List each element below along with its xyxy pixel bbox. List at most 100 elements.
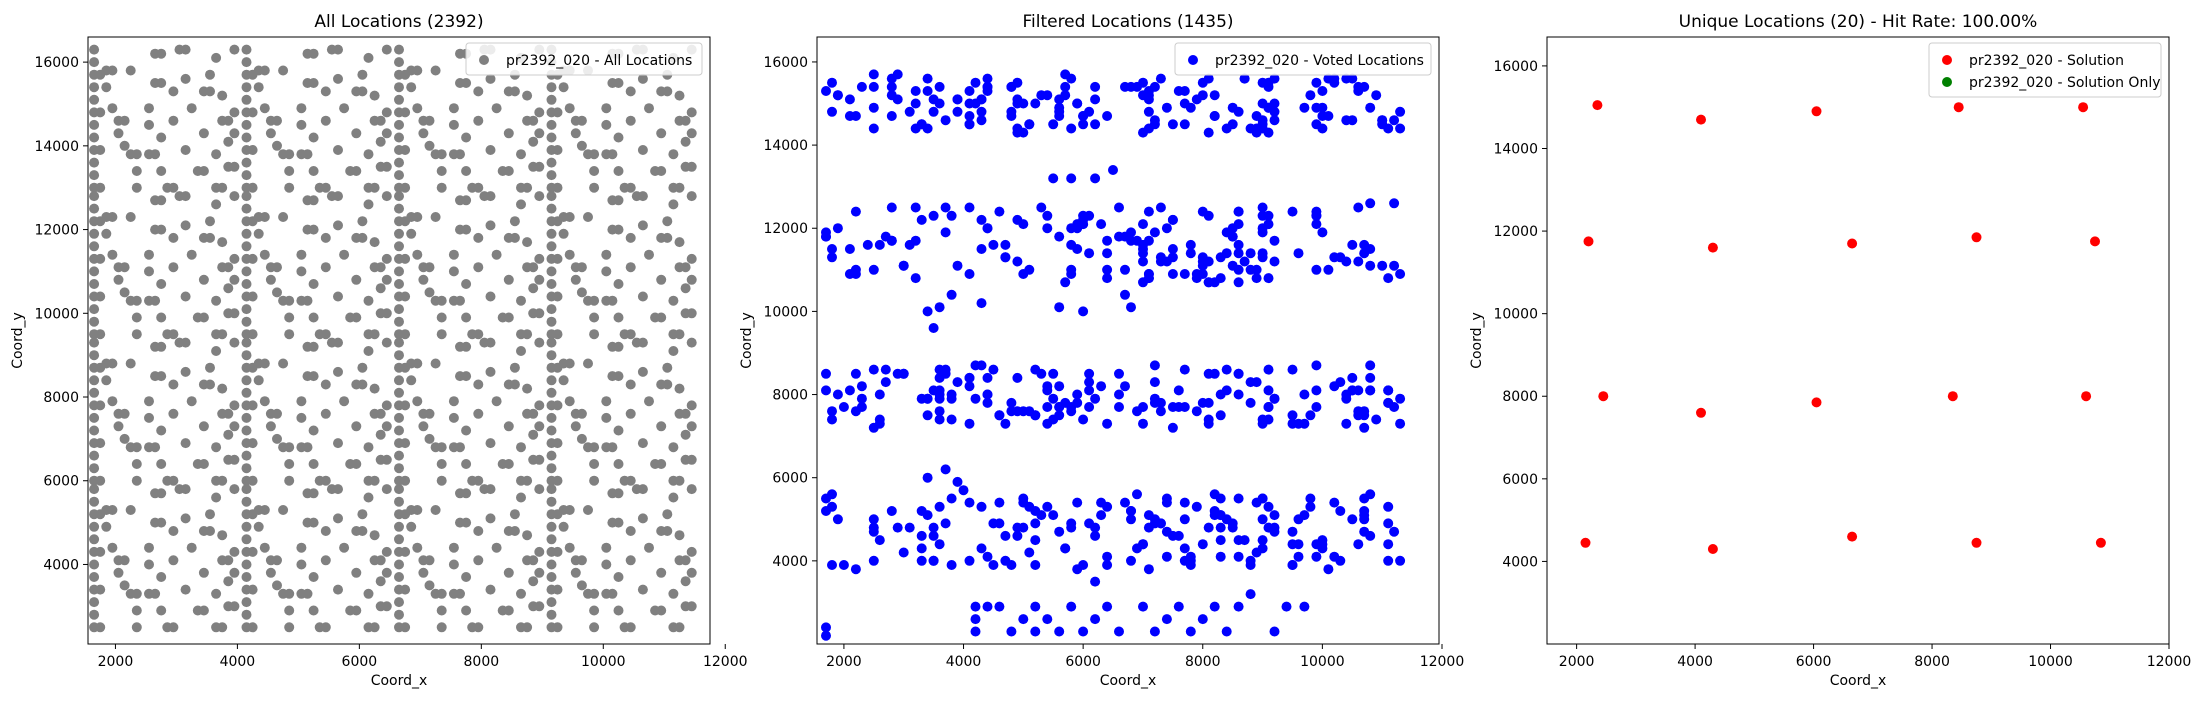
y-tick-label: 6000: [772, 471, 808, 487]
data-point: [564, 212, 575, 222]
data-point: [686, 308, 697, 319]
data-point: [418, 274, 429, 285]
data-point: [832, 90, 843, 101]
data-point: [259, 358, 270, 369]
data-point: [1365, 198, 1376, 209]
data-point: [662, 232, 673, 243]
data-point: [101, 375, 112, 386]
data-point: [1161, 551, 1172, 562]
data-point: [601, 249, 612, 260]
data-point: [229, 601, 240, 612]
data-point: [844, 385, 855, 396]
data-point: [119, 287, 130, 298]
data-point: [1197, 397, 1208, 408]
data-point: [241, 450, 252, 461]
data-point: [964, 418, 975, 429]
data-point: [976, 106, 987, 117]
chart-title: Unique Locations (20) - Hit Rate: 100.00…: [1679, 12, 2038, 32]
data-point: [448, 559, 459, 570]
data-point: [412, 103, 423, 114]
data-point: [546, 157, 557, 168]
data-points: [89, 44, 697, 633]
data-point: [89, 157, 100, 168]
data-point: [211, 588, 222, 599]
data-point: [131, 149, 142, 160]
data-point: [1138, 244, 1148, 254]
data-point: [940, 202, 951, 213]
data-point: [564, 103, 575, 114]
data-point: [503, 312, 514, 323]
data-point: [1018, 269, 1029, 279]
data-point: [381, 274, 392, 285]
data-point: [259, 396, 270, 407]
data-point: [503, 128, 514, 139]
data-point: [357, 216, 368, 227]
data-point: [1257, 202, 1268, 213]
data-point: [144, 542, 154, 553]
data-point: [970, 77, 981, 88]
data-point: [509, 86, 520, 97]
y-axis-label: Coord_y: [1469, 312, 1485, 369]
data-point: [686, 161, 697, 172]
data-point: [952, 94, 963, 105]
data-point: [534, 421, 545, 432]
data-point: [241, 484, 252, 495]
data-point: [333, 513, 343, 524]
data-point: [576, 580, 587, 591]
data-point: [1203, 414, 1214, 425]
chart-panel-3: 2000 4000 6000 8000 10000 12000 4000 6000 8000 10…: [1469, 12, 2191, 689]
data-point: [198, 274, 209, 285]
data-point: [1143, 510, 1154, 521]
y-tick-label: 8000: [772, 388, 808, 404]
data-point: [625, 329, 636, 340]
data-point: [1149, 360, 1160, 371]
data-point: [156, 517, 167, 528]
data-point: [534, 128, 545, 139]
data-point: [131, 442, 142, 453]
data-point: [430, 65, 441, 76]
data-point: [1353, 385, 1364, 396]
data-point: [89, 387, 100, 398]
data-point: [1365, 385, 1376, 396]
data-point: [528, 136, 539, 147]
data-point: [485, 145, 496, 155]
legend: pr2392_020 - Solution pr2392_020 - Soluti…: [1928, 42, 2162, 98]
data-point: [89, 304, 100, 315]
data-point: [394, 387, 404, 398]
data-point: [686, 454, 697, 465]
data-point: [491, 542, 502, 553]
data-point: [686, 421, 697, 432]
data-point: [265, 128, 276, 139]
data-point: [144, 249, 154, 260]
data-point: [1149, 377, 1160, 388]
data-point: [934, 414, 945, 425]
data-point: [988, 560, 999, 570]
data-point: [461, 166, 472, 176]
data-point: [381, 546, 392, 557]
data-point: [241, 597, 252, 608]
data-point: [351, 312, 362, 323]
data-point: [241, 82, 252, 93]
data-point: [351, 274, 362, 285]
data-point: [95, 145, 106, 155]
data-point: [119, 433, 130, 444]
data-point: [436, 622, 447, 633]
data-point: [284, 295, 295, 306]
data-point: [168, 329, 179, 340]
data-point: [546, 191, 557, 202]
data-point: [1245, 123, 1256, 134]
data-point: [485, 438, 496, 449]
data-point: [2081, 391, 2092, 402]
data-point: [583, 505, 593, 515]
data-point: [546, 572, 557, 582]
data-point: [827, 406, 837, 417]
x-tick-label: 8000: [1185, 654, 1221, 670]
data-point: [1191, 501, 1202, 512]
data-point: [1257, 535, 1268, 546]
data-point: [89, 119, 100, 130]
data-point: [1096, 510, 1107, 521]
data-point: [576, 433, 587, 444]
data-point: [589, 149, 600, 160]
data-point: [1167, 269, 1178, 279]
data-point: [125, 358, 136, 369]
